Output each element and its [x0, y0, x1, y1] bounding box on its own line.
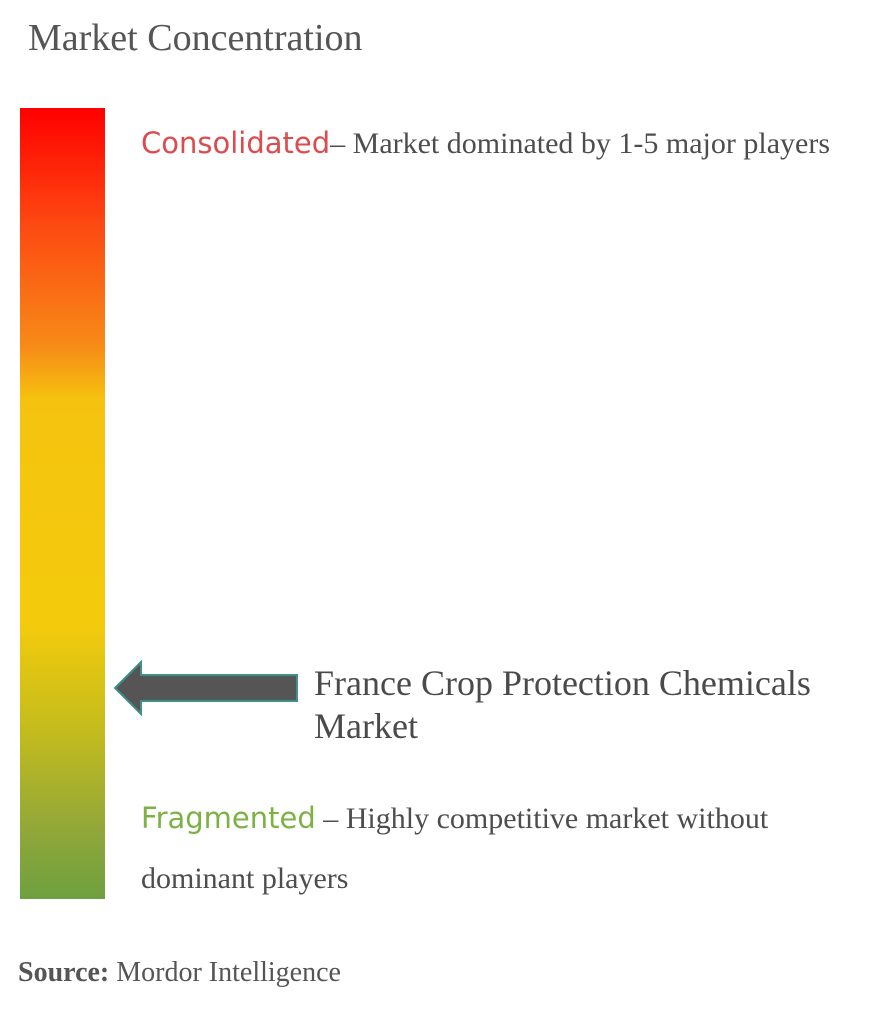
- consolidated-description: Consolidated– Market dominated by 1-5 ma…: [141, 113, 841, 174]
- fragmented-keyword: Fragmented: [141, 801, 316, 835]
- source-value: Mordor Intelligence: [109, 957, 341, 988]
- concentration-gradient-bar: [20, 108, 105, 899]
- arrow-shape: [113, 659, 298, 717]
- consolidated-text: – Market dominated by 1-5 major players: [330, 127, 831, 160]
- source-attribution: Source: Mordor Intelligence: [18, 957, 341, 989]
- market-position-arrow-icon: [113, 659, 298, 717]
- market-indicator-label: France Crop Protection Chemicals Market: [314, 663, 811, 746]
- fragmented-text: – Highly competitive market without domi…: [141, 802, 769, 895]
- source-label: Source:: [18, 957, 110, 988]
- page-title: Market Concentration: [28, 17, 363, 59]
- consolidated-keyword: Consolidated: [141, 126, 331, 160]
- fragmented-description: Fragmented – Highly competitive market w…: [141, 788, 841, 909]
